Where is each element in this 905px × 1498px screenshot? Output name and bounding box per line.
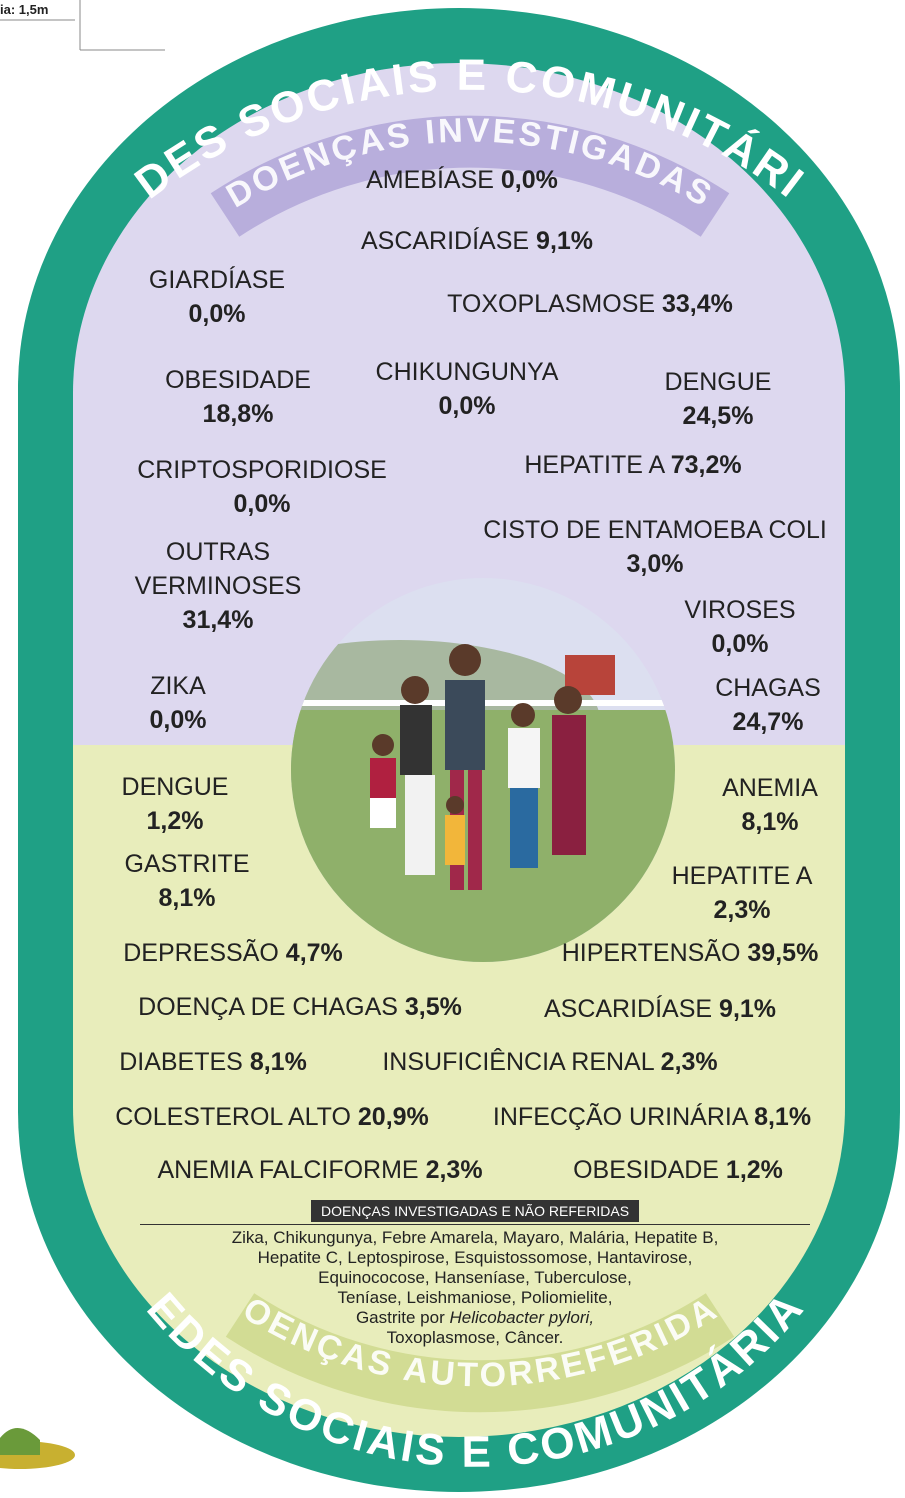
disease-item: DIABETES 8,1% [119, 1045, 307, 1079]
disease-rate: 20,9% [357, 1103, 429, 1131]
disease-name: ZIKA [150, 672, 206, 700]
disease-rate: 8,1% [249, 1048, 307, 1076]
disease-item: HIPERTENSÃO 39,5% [562, 936, 819, 970]
disease-name: GIARDÍASE [148, 266, 286, 294]
disease-item: HEPATITE A 2,3% [672, 859, 813, 927]
disease-item: CRIPTOSPORIDIOSE 0,0% [137, 453, 387, 521]
note-title: DOENÇAS INVESTIGADAS E NÃO REFERIDAS [310, 1200, 640, 1222]
disease-rate: 24,5% [682, 402, 754, 430]
disease-item: VIROSES 0,0% [684, 593, 795, 661]
disease-name: DEPRESSÃO [123, 939, 279, 967]
disease-rate: 8,1% [158, 884, 216, 912]
disease-item: CHAGAS 24,7% [715, 671, 821, 739]
disease-rate: 9,1% [719, 995, 777, 1023]
disease-name: DOENÇA DE CHAGAS [138, 993, 398, 1021]
disease-name: HEPATITE A [524, 451, 664, 479]
disease-name: DIABETES [119, 1048, 243, 1076]
disease-name: COLESTEROL ALTO [115, 1103, 351, 1131]
disease-name: HIPERTENSÃO [561, 939, 741, 967]
disease-name: AMEBÍASE [366, 166, 494, 194]
disease-rate: 0,0% [149, 706, 207, 734]
disease-name: DENGUE [121, 773, 229, 801]
disease-name: CISTO DE ENTAMOEBA COLI [483, 516, 827, 544]
disease-rate: 31,4% [182, 606, 254, 634]
disease-item: CHIKUNGUNYA 0,0% [376, 355, 559, 423]
disease-rate: 0,0% [188, 300, 246, 328]
corner-label: ia: 1,5m [0, 2, 48, 17]
disease-item: ASCARIDÍASE 9,1% [544, 992, 776, 1026]
disease-name: OBESIDADE [573, 1156, 719, 1184]
note-line: Zika, Chikungunya, Febre Amarela, Mayaro… [231, 1228, 719, 1247]
disease-name: ASCARIDÍASE [543, 995, 713, 1023]
note-line: Toxoplasmose, Câncer. [386, 1328, 564, 1347]
disease-rate: 39,5% [747, 939, 819, 967]
disease-rate: 2,3% [713, 896, 771, 924]
note-line: Teníase, Leishmaniose, Poliomielite, [337, 1288, 613, 1307]
disease-item: GASTRITE 8,1% [124, 847, 249, 915]
disease-name: CRIPTOSPORIDIOSE [137, 456, 387, 484]
disease-rate: 18,8% [202, 400, 274, 428]
disease-name: HEPATITE A [671, 862, 813, 890]
disease-rate: 73,2% [670, 451, 742, 479]
disease-name: INFECÇÃO URINÁRIA [492, 1103, 748, 1131]
disease-name: OBESIDADE [165, 366, 311, 394]
disease-item: CISTO DE ENTAMOEBA COLI 3,0% [475, 513, 835, 581]
disease-rate: 0,0% [500, 166, 558, 194]
disease-rate: 33,4% [662, 290, 733, 318]
disease-item: DENGUE 24,5% [665, 365, 772, 433]
disease-rate: 1,2% [146, 807, 204, 835]
note-italic: Helicobacter pylori, [449, 1308, 595, 1327]
disease-name: CHAGAS [715, 674, 821, 702]
note: DOENÇAS INVESTIGADAS E NÃO REFERIDAS Zik… [140, 1200, 810, 1348]
disease-name: TOXOPLASMOSE [447, 290, 656, 318]
disease-item: ANEMIA 8,1% [722, 771, 818, 839]
hat-icon [0, 1428, 75, 1469]
disease-name: ANEMIA [722, 774, 818, 802]
disease-rate: 8,1% [754, 1103, 812, 1131]
disease-rate: 0,0% [711, 630, 769, 658]
disease-name: GASTRITE [124, 850, 250, 878]
disease-rate: 3,5% [404, 993, 462, 1021]
disease-item: INFECÇÃO URINÁRIA 8,1% [493, 1100, 811, 1134]
disease-rate: 2,3% [425, 1156, 483, 1184]
disease-name: INSUFICIÊNCIA RENAL [382, 1048, 654, 1076]
disease-rate: 9,1% [536, 227, 594, 255]
disease-rate: 1,2% [725, 1156, 783, 1184]
disease-name: OUTRAS VERMINOSES [134, 538, 302, 600]
disease-item: TOXOPLASMOSE 33,4% [447, 287, 733, 321]
disease-rate: 24,7% [732, 708, 804, 736]
disease-item: AMEBÍASE 0,0% [366, 163, 558, 197]
disease-rate: 3,0% [626, 550, 684, 578]
disease-item: GIARDÍASE 0,0% [149, 263, 285, 331]
disease-item: COLESTEROL ALTO 20,9% [115, 1100, 429, 1134]
disease-item: OBESIDADE 1,2% [573, 1153, 783, 1187]
disease-item: OBESIDADE 18,8% [165, 363, 311, 431]
note-line: Equinococose, Hanseníase, Tuberculose, [318, 1268, 632, 1287]
note-line: Gastrite por Helicobacter pylori, [170, 1308, 780, 1328]
disease-item: DENGUE 1,2% [122, 770, 229, 838]
disease-name: ANEMIA FALCIFORME [157, 1156, 419, 1184]
disease-item: INSUFICIÊNCIA RENAL 2,3% [382, 1045, 717, 1079]
disease-rate: 0,0% [233, 490, 291, 518]
disease-item: ZIKA 0,0% [150, 669, 207, 737]
disease-name: CHIKUNGUNYA [375, 358, 559, 386]
note-line: Hepatite C, Leptospirose, Esquistossomos… [257, 1248, 693, 1267]
note-text: Gastrite por [355, 1308, 445, 1327]
disease-rate: 4,7% [285, 939, 343, 967]
disease-item: OUTRAS VERMINOSES 31,4% [108, 535, 328, 637]
disease-rate: 8,1% [741, 808, 799, 836]
disease-item: DOENÇA DE CHAGAS 3,5% [138, 990, 462, 1024]
disease-item: DEPRESSÃO 4,7% [123, 936, 343, 970]
disease-item: ANEMIA FALCIFORME 2,3% [157, 1153, 482, 1187]
disease-name: ASCARIDÍASE [360, 227, 530, 255]
disease-item: ASCARIDÍASE 9,1% [361, 224, 593, 258]
disease-name: VIROSES [684, 596, 796, 624]
disease-item: HEPATITE A 73,2% [524, 448, 741, 482]
disease-name: DENGUE [664, 368, 772, 396]
disease-rate: 2,3% [660, 1048, 718, 1076]
disease-rate: 0,0% [438, 392, 496, 420]
